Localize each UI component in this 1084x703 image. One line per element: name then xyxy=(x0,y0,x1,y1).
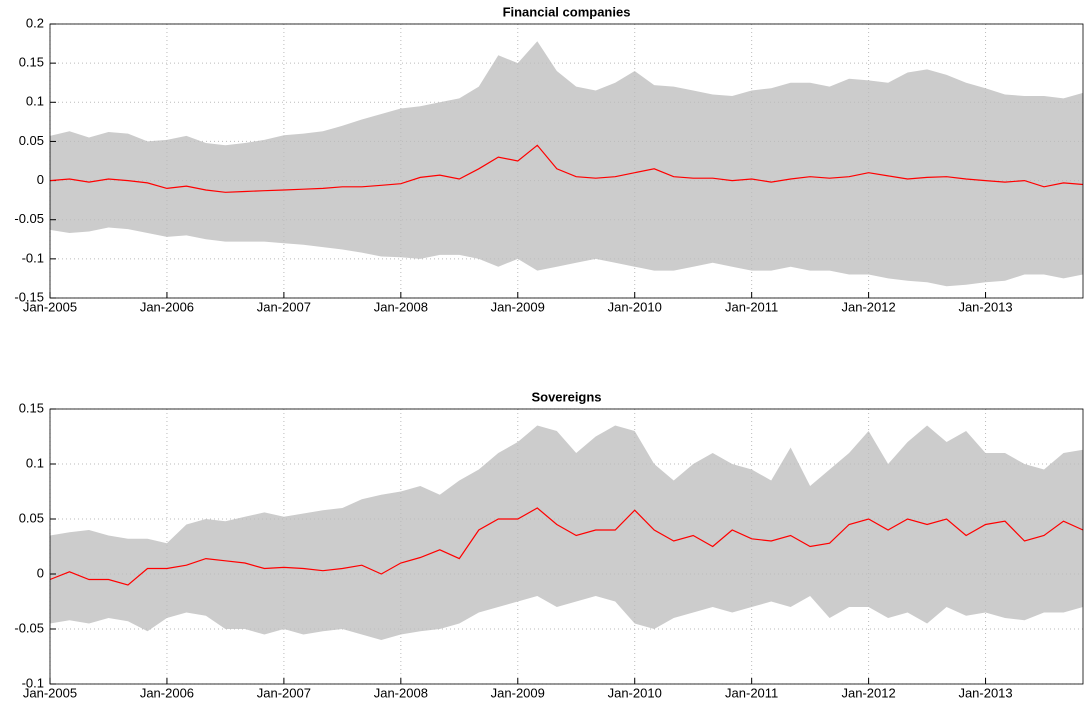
x-tick-label: Jan-2005 xyxy=(23,299,77,314)
mean-line xyxy=(49,507,1084,586)
y-tick-label: -0.05 xyxy=(14,620,44,635)
x-tick-label: Jan-2011 xyxy=(725,299,778,314)
mean-line xyxy=(49,144,1084,193)
y-tick-label: 0.1 xyxy=(26,455,44,470)
y-tick-label: 0 xyxy=(37,565,44,580)
y-tick-label: 0.05 xyxy=(19,133,44,148)
confidence-band xyxy=(50,41,1083,287)
x-tick-label: Jan-2013 xyxy=(958,685,1012,700)
chart-title: Sovereigns xyxy=(531,389,601,404)
x-tick-label: Jan-2006 xyxy=(140,685,194,700)
y-tick-label: 0 xyxy=(37,172,44,187)
y-tick-label: -0.15 xyxy=(14,289,44,304)
x-tick-label: Jan-2012 xyxy=(841,299,895,314)
x-tick-label: Jan-2009 xyxy=(491,299,545,314)
y-tick-label: -0.1 xyxy=(22,675,44,690)
x-tick-label: Jan-2008 xyxy=(374,685,428,700)
x-tick-label: Jan-2010 xyxy=(608,299,662,314)
chart-title: Financial companies xyxy=(503,4,631,19)
x-tick-label: Jan-2005 xyxy=(23,685,77,700)
y-tick-label: -0.1 xyxy=(22,250,44,265)
x-tick-label: Jan-2009 xyxy=(491,685,545,700)
x-tick-label: Jan-2008 xyxy=(374,299,428,314)
y-tick-label: 0.05 xyxy=(19,510,44,525)
y-tick-label: 0.1 xyxy=(26,94,44,109)
x-tick-label: Jan-2011 xyxy=(725,685,778,700)
x-tick-label: Jan-2012 xyxy=(841,685,895,700)
axes-box xyxy=(49,23,1084,299)
y-tick-label: 0.15 xyxy=(19,55,44,70)
y-tick-label: 0.2 xyxy=(26,15,44,30)
x-tick-label: Jan-2013 xyxy=(958,299,1012,314)
x-tick-label: Jan-2007 xyxy=(257,685,311,700)
x-tick-label: Jan-2010 xyxy=(608,685,662,700)
axes-box xyxy=(49,408,1084,685)
y-tick-label: -0.05 xyxy=(14,211,44,226)
x-tick-label: Jan-2006 xyxy=(140,299,194,314)
confidence-band xyxy=(50,425,1083,640)
x-tick-label: Jan-2007 xyxy=(257,299,311,314)
y-tick-label: 0.15 xyxy=(19,400,44,415)
